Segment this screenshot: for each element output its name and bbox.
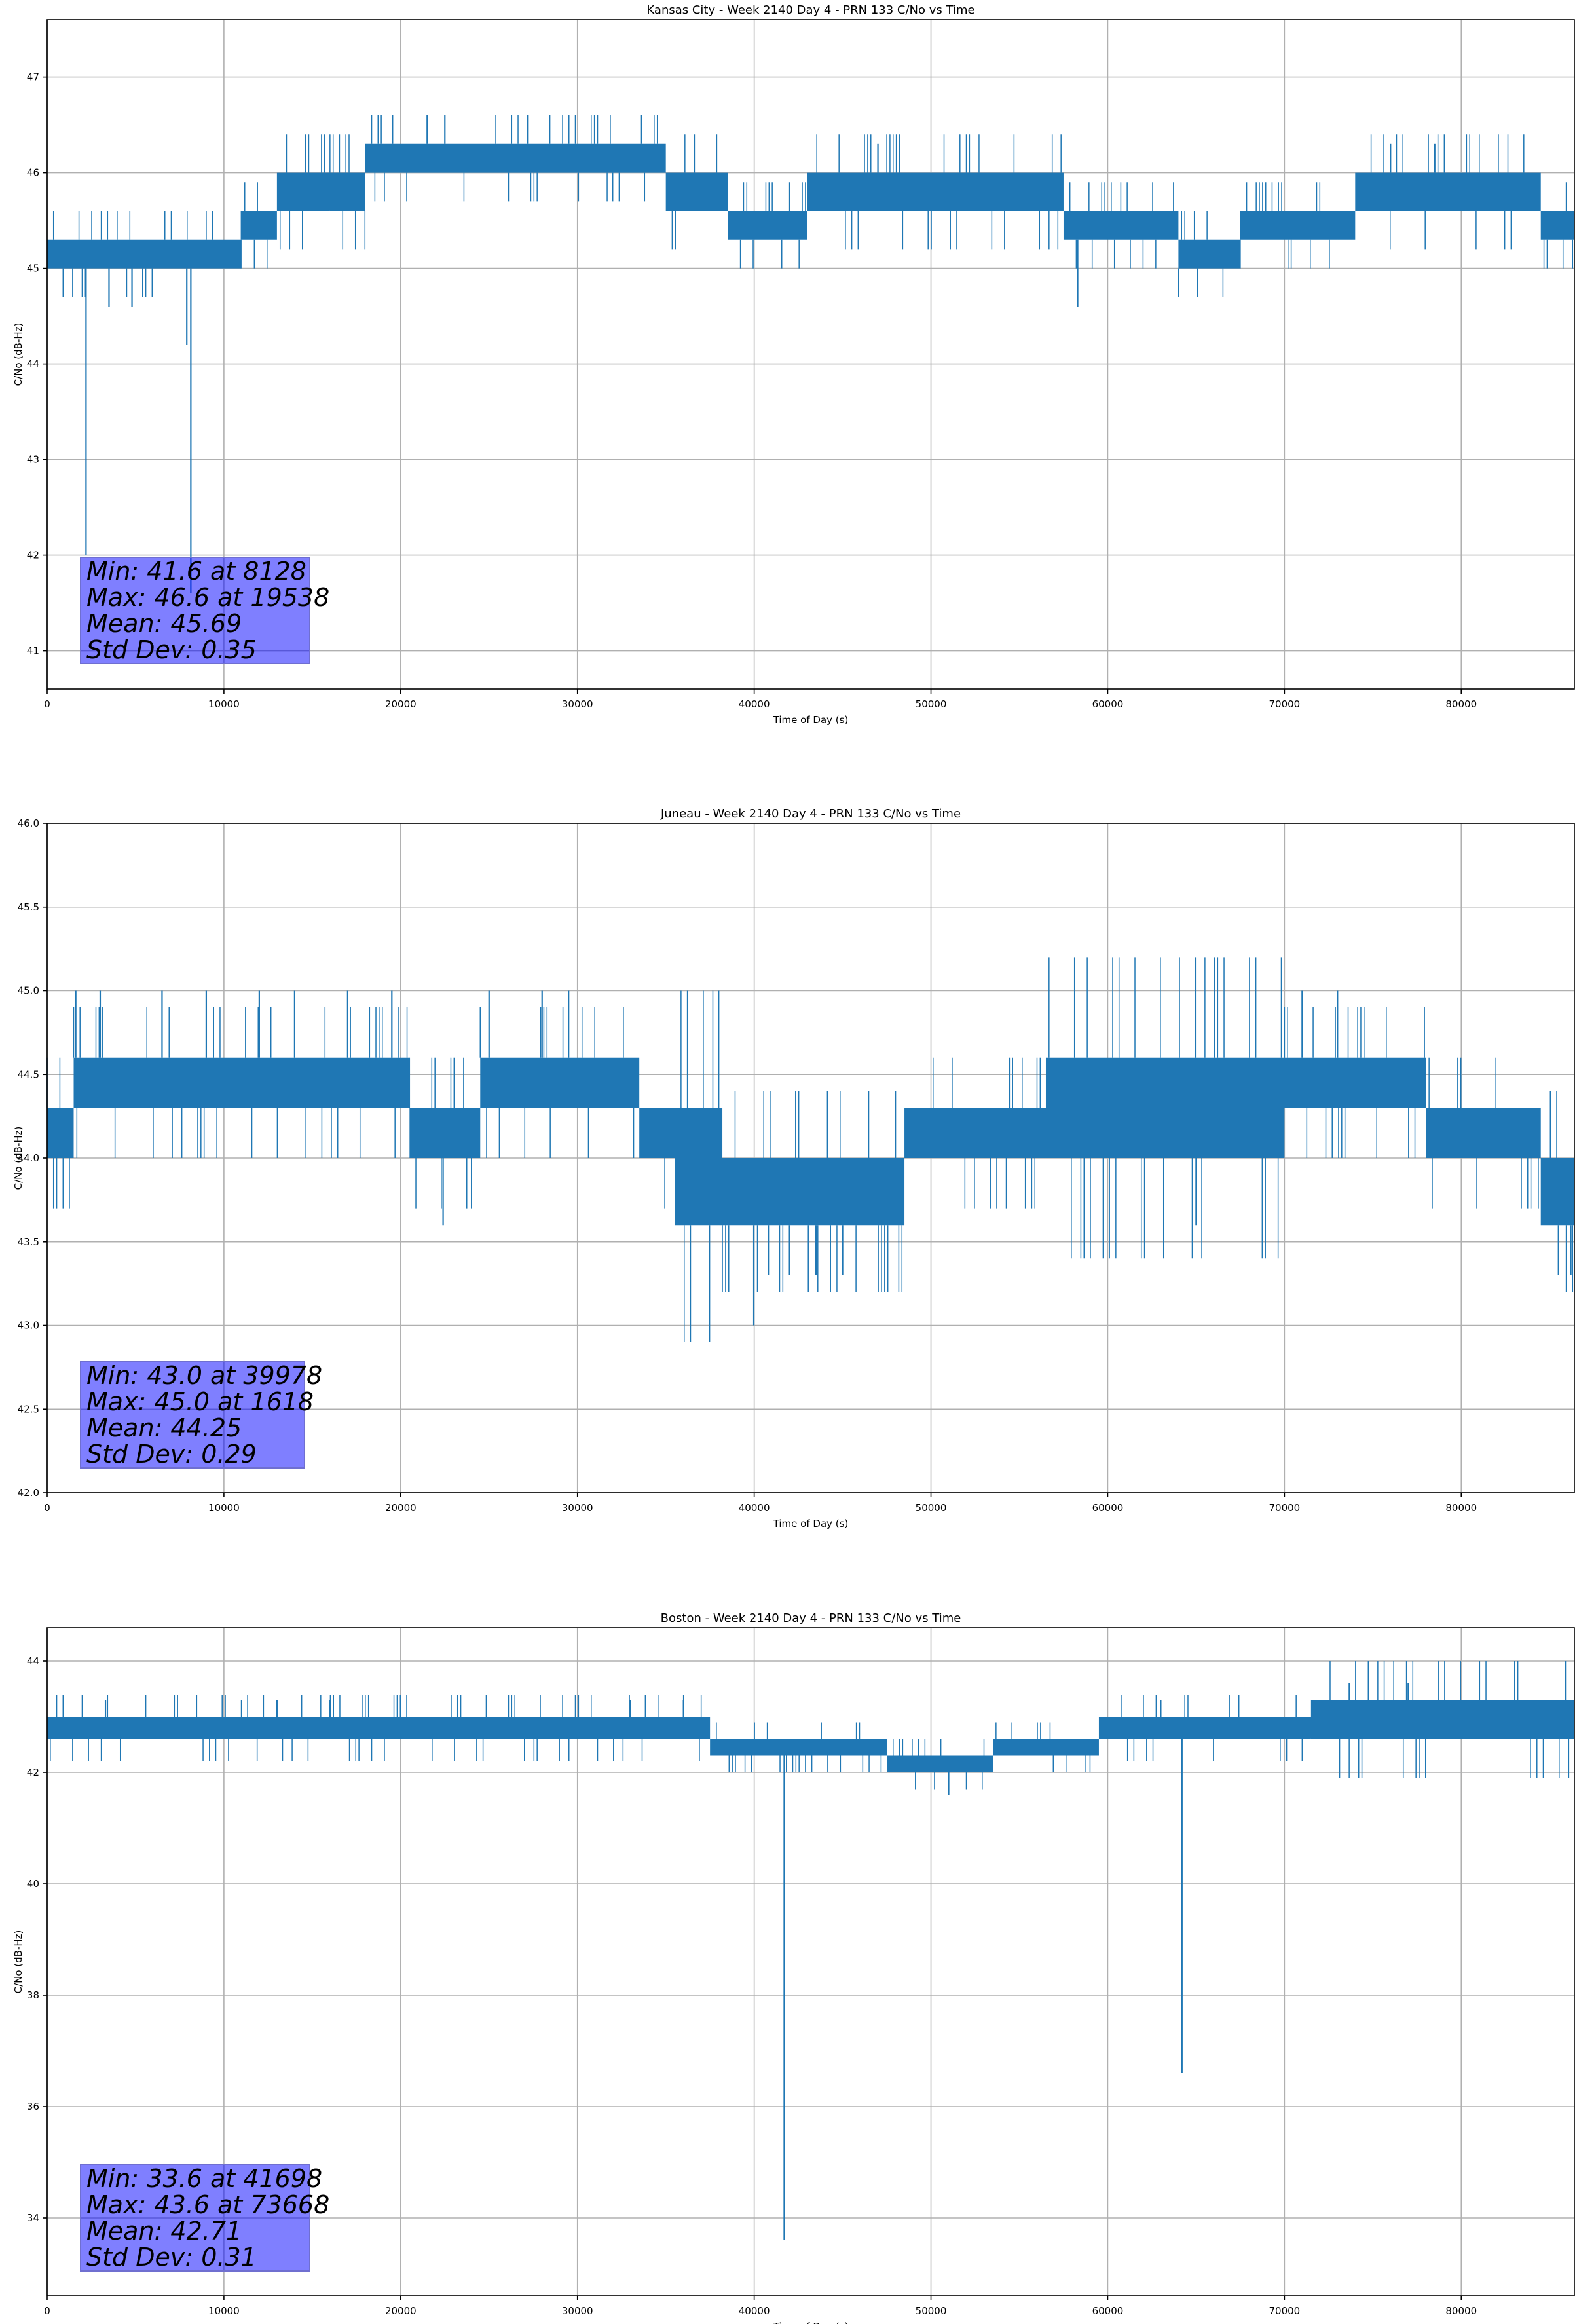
x-tick-label: 60000 <box>1092 2305 1124 2317</box>
stats-max: Max: 45.0 at 1618 <box>86 1387 314 1416</box>
x-tick-label: 40000 <box>739 2305 770 2317</box>
y-tick-label: 34 <box>27 2212 39 2224</box>
stats-std-dev: Std Dev: 0.29 <box>86 1440 257 1469</box>
stats-min: Min: 43.0 at 39978 <box>86 1361 323 1390</box>
y-tick-label: 47 <box>27 71 39 83</box>
plot-frame <box>46 19 1575 690</box>
y-tick-label: 44.0 <box>18 1152 39 1164</box>
x-tick-label: 70000 <box>1269 698 1300 710</box>
stats-std-dev: Std Dev: 0.31 <box>86 2243 257 2272</box>
data-band <box>47 1057 1574 1226</box>
stats-max: Max: 43.6 at 73668 <box>86 2190 330 2219</box>
chart-title: Boston - Week 2140 Day 4 - PRN 133 C/No … <box>661 1611 961 1625</box>
x-tick-label: 30000 <box>562 2305 593 2317</box>
x-tick-label: 60000 <box>1092 1502 1124 1514</box>
y-tick-label: 42 <box>27 550 39 561</box>
x-tick-label: 20000 <box>385 698 417 710</box>
chart-title: Juneau - Week 2140 Day 4 - PRN 133 C/No … <box>660 807 961 821</box>
stats-annotation-juneau: Min: 43.0 at 39978 Max: 45.0 at 1618 Mea… <box>80 1361 323 1469</box>
stats-min: Min: 33.6 at 41698 <box>86 2164 323 2193</box>
y-tick-label: 46.0 <box>18 817 39 829</box>
y-tick-label: 38 <box>27 1989 39 2001</box>
y-tick-label: 42.0 <box>18 1487 39 1499</box>
x-tick-label: 80000 <box>1445 698 1477 710</box>
x-tick-label: 50000 <box>916 1502 947 1514</box>
x-axis-label: Time of Day (s) <box>773 2321 849 2324</box>
y-tick-label: 46 <box>27 167 39 179</box>
y-tick-label: 45.5 <box>18 901 39 913</box>
y-tick-label: 43.5 <box>18 1236 39 1248</box>
y-tick-label: 44 <box>27 358 39 370</box>
x-tick-label: 0 <box>44 1502 50 1514</box>
x-tick-label: 30000 <box>562 698 593 710</box>
x-tick-label: 20000 <box>385 1502 417 1514</box>
data-jitter <box>46 957 1574 1343</box>
stats-mean: Mean: 42.71 <box>86 2217 242 2245</box>
y-tick-label: 42 <box>27 1767 39 1778</box>
x-tick-label: 40000 <box>739 698 770 710</box>
y-tick-label: 43 <box>27 454 39 466</box>
y-axis-label: C/No (dB-Hz) <box>12 1930 24 1994</box>
x-tick-label: 40000 <box>739 1502 770 1514</box>
stats-min: Min: 41.6 at 8128 <box>86 557 306 586</box>
x-tick-label: 70000 <box>1269 1502 1300 1514</box>
x-tick-label: 10000 <box>208 1502 240 1514</box>
y-tick-label: 45 <box>27 263 39 274</box>
stats-annotation-kansas-city: Min: 41.6 at 8128 Max: 46.6 at 19538 Mea… <box>80 557 330 664</box>
x-tick-label: 80000 <box>1445 1502 1477 1514</box>
plot-frame <box>46 1627 1575 2296</box>
data-jitter <box>50 1661 1570 1790</box>
data-jitter <box>52 115 1574 297</box>
y-tick-label: 40 <box>27 1878 39 1890</box>
y-tick-label: 44 <box>27 1655 39 1667</box>
stats-mean: Mean: 44.25 <box>86 1414 242 1442</box>
chart-panel-1: 0 10000 20000 30000 40000 50000 60000 70000 8000… <box>12 807 1575 1529</box>
y-tick-label: 42.5 <box>18 1403 39 1415</box>
chart-title: Kansas City - Week 2140 Day 4 - PRN 133 … <box>646 3 974 17</box>
chart-panel-2: 0 10000 20000 30000 40000 50000 60000 70000 8000… <box>12 1611 1575 2324</box>
stats-annotation-boston: Min: 33.6 at 41698 Max: 43.6 at 73668 Me… <box>80 2164 330 2272</box>
x-tick-label: 20000 <box>385 2305 417 2317</box>
x-axis-label: Time of Day (s) <box>773 714 849 726</box>
data-band <box>47 1700 1574 1772</box>
y-axis-label: C/No (dB-Hz) <box>12 323 24 386</box>
x-tick-label: 50000 <box>916 698 947 710</box>
x-tick-label: 0 <box>44 2305 50 2317</box>
x-tick-label: 30000 <box>562 1502 593 1514</box>
x-axis-label: Time of Day (s) <box>773 1518 849 1529</box>
data-band <box>47 143 1574 269</box>
x-tick-label: 10000 <box>208 698 240 710</box>
y-tick-label: 41 <box>27 645 39 657</box>
y-tick-label: 44.5 <box>18 1068 39 1080</box>
chart-panel-0: 0 10000 20000 30000 40000 50000 60000 70000 8000… <box>12 3 1575 726</box>
x-tick-label: 80000 <box>1445 2305 1477 2317</box>
x-tick-label: 0 <box>44 698 50 710</box>
y-axis-label: C/No (dB-Hz) <box>12 1127 24 1190</box>
stats-max: Max: 46.6 at 19538 <box>86 583 330 612</box>
stats-std-dev: Std Dev: 0.35 <box>86 635 257 664</box>
x-tick-label: 70000 <box>1269 2305 1300 2317</box>
x-tick-label: 50000 <box>916 2305 947 2317</box>
y-tick-label: 43.0 <box>18 1320 39 1332</box>
y-tick-label: 45.0 <box>18 985 39 997</box>
x-tick-label: 60000 <box>1092 698 1124 710</box>
y-tick-label: 36 <box>27 2101 39 2112</box>
x-tick-label: 10000 <box>208 2305 240 2317</box>
stats-mean: Mean: 45.69 <box>86 609 242 638</box>
